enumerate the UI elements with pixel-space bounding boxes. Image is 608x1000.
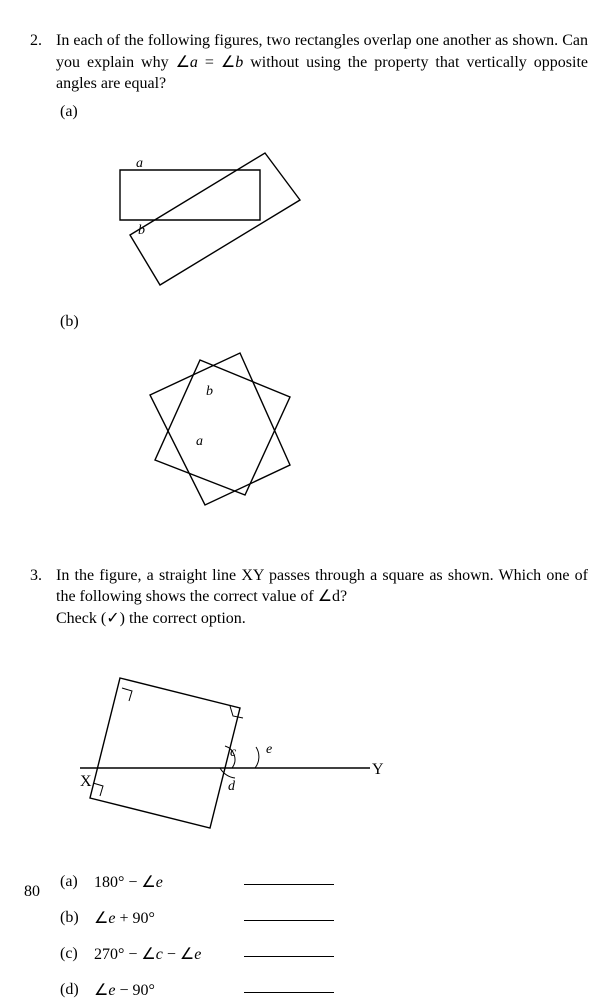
q3-opt-b-letter: (b) xyxy=(60,909,94,927)
problem-3: 3. In the figure, a straight line XY pas… xyxy=(30,565,588,1000)
q3-option-b[interactable]: (b) ∠e + 90° xyxy=(60,908,588,928)
q3-opt-d-blank[interactable] xyxy=(244,992,334,993)
q2-figure-a: a b xyxy=(90,125,588,295)
problem-2-number: 2. xyxy=(30,30,56,52)
problem-3-line2: Check (✓) the correct option. xyxy=(56,610,246,627)
q3-option-d[interactable]: (d) ∠e − 90° xyxy=(60,980,588,1000)
page-number: 80 xyxy=(24,883,40,901)
q2-fig-a-svg: a b xyxy=(90,125,320,295)
problem-3-number: 3. xyxy=(30,565,56,587)
q3-opt-d-letter: (d) xyxy=(60,981,94,999)
q3-label-e: e xyxy=(266,742,272,757)
problem-2-header: 2. In each of the following figures, two… xyxy=(30,30,588,95)
q3-opt-a-blank[interactable] xyxy=(244,884,334,885)
q3-opt-b-expr: ∠e + 90° xyxy=(94,908,244,928)
q3-opt-c-blank[interactable] xyxy=(244,956,334,957)
problem-2-text: In each of the following figures, two re… xyxy=(56,30,588,95)
q2a-label-b: b xyxy=(138,223,145,238)
q2b-label-b: b xyxy=(206,384,213,399)
q3-label-X: X xyxy=(80,773,92,790)
q3-right-angle-3 xyxy=(93,783,103,796)
q3-label-d: d xyxy=(228,779,236,794)
q3-label-Y: Y xyxy=(372,761,384,778)
q3-opt-d-expr: ∠e − 90° xyxy=(94,980,244,1000)
q3-option-c[interactable]: (c) 270° − ∠c − ∠e xyxy=(60,944,588,964)
problem-2: 2. In each of the following figures, two… xyxy=(30,30,588,525)
q2b-label-a: a xyxy=(196,434,203,449)
q2a-rect2 xyxy=(130,153,300,285)
problem-3-header: 3. In the figure, a straight line XY pas… xyxy=(30,565,588,630)
q3-opt-a-letter: (a) xyxy=(60,873,94,891)
q3-opt-c-expr: 270° − ∠c − ∠e xyxy=(94,944,244,964)
q3-square xyxy=(90,678,240,828)
problem-3-line1: In the figure, a straight line XY passes… xyxy=(56,567,588,606)
q2-part-b-label: (b) xyxy=(60,313,588,331)
q3-options: (a) 180° − ∠e (b) ∠e + 90° (c) 270° − ∠c… xyxy=(60,872,588,1000)
q2b-rect2 xyxy=(150,353,290,505)
q2-figure-b: a b xyxy=(90,335,588,525)
q3-opt-c-letter: (c) xyxy=(60,945,94,963)
q3-arc-e xyxy=(255,747,259,768)
q3-option-a[interactable]: (a) 180° − ∠e xyxy=(60,872,588,892)
q3-right-angle-1 xyxy=(122,688,132,701)
q2a-label-a: a xyxy=(136,156,143,171)
q3-fig-svg: X Y c d e xyxy=(60,648,390,848)
q2-fig-b-svg: a b xyxy=(90,335,320,525)
q2a-rect1 xyxy=(120,170,260,220)
q2-part-a-label: (a) xyxy=(60,103,588,121)
q3-figure: X Y c d e xyxy=(60,648,588,848)
problem-3-text: In the figure, a straight line XY passes… xyxy=(56,565,588,630)
q3-opt-b-blank[interactable] xyxy=(244,920,334,921)
q3-opt-a-expr: 180° − ∠e xyxy=(94,872,244,892)
q3-label-c: c xyxy=(230,745,237,760)
